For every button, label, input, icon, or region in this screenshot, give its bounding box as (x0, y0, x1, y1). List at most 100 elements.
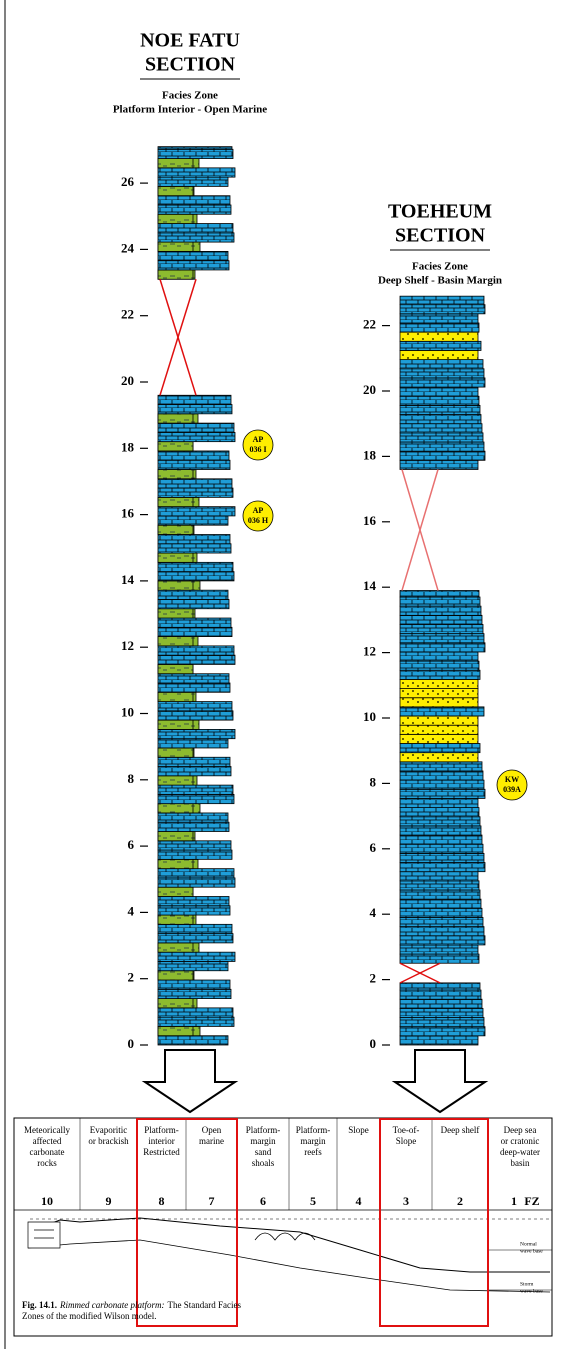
bed (157, 404, 233, 415)
bed (157, 654, 236, 665)
wave-base-label: Normal (520, 1241, 537, 1247)
bed (157, 487, 234, 498)
bed (157, 608, 194, 619)
bed (399, 1035, 479, 1046)
zone-name: Restricted (143, 1147, 180, 1157)
bed (157, 195, 231, 206)
bed (399, 386, 479, 397)
bed (157, 858, 194, 870)
bed (157, 599, 230, 610)
zone-name: sand (255, 1147, 272, 1157)
zone-name: Meteorically (24, 1125, 70, 1135)
bed (399, 816, 481, 827)
zone-name: Deep sea (504, 1125, 537, 1135)
zone-number: 7 (209, 1194, 215, 1208)
bed (399, 862, 486, 873)
bed (157, 441, 194, 452)
bed (157, 645, 235, 656)
bed (157, 979, 231, 990)
facies-zone: Deep Shelf - Basin Margin (378, 275, 502, 287)
bed (157, 831, 194, 842)
bed (157, 636, 194, 647)
bed (157, 431, 236, 443)
bed (399, 788, 486, 799)
sample-label: 039A (503, 785, 521, 794)
tick-label: 18 (121, 439, 135, 454)
bed (399, 605, 482, 616)
bed (399, 752, 479, 763)
bed (399, 395, 480, 406)
zone-name: affected (33, 1136, 62, 1146)
bed (157, 146, 233, 150)
zone-number: 3 (403, 1194, 409, 1208)
bed (157, 701, 233, 712)
caption-part: Fig. 14.1. (22, 1300, 57, 1310)
zone-name: Platform- (296, 1125, 331, 1135)
tick-label: 22 (363, 317, 376, 332)
bed (157, 821, 230, 832)
tick-label: 4 (128, 903, 135, 918)
bed (157, 803, 194, 814)
bed (157, 1016, 235, 1027)
bed (399, 359, 484, 370)
bed (399, 1017, 485, 1028)
reefs (254, 1232, 316, 1241)
bed (157, 478, 233, 489)
zone-name: Platform- (246, 1125, 281, 1135)
bed (157, 571, 235, 582)
zone-name: reefs (304, 1147, 322, 1157)
zone-name: carbonate (30, 1147, 65, 1157)
bed (399, 871, 479, 882)
platform-blocks (27, 1221, 61, 1249)
bed (399, 414, 482, 425)
sample-label: KW (505, 775, 519, 784)
bed (399, 651, 479, 662)
bed (399, 459, 479, 470)
section-title: SECTION (395, 225, 486, 247)
gap-cross (399, 962, 441, 984)
bed (157, 682, 231, 693)
zone-name: margin (300, 1136, 326, 1146)
zone-name: marine (199, 1136, 224, 1146)
wave-base (488, 1249, 552, 1291)
bed (157, 534, 231, 545)
bed (399, 807, 480, 818)
bed (157, 561, 234, 573)
bed (399, 907, 483, 918)
bed (157, 756, 231, 767)
bed (157, 422, 235, 433)
bed (157, 812, 229, 823)
zone-name: or brackish (88, 1136, 129, 1146)
bed (399, 953, 480, 964)
bed (399, 633, 485, 644)
bed (399, 590, 480, 598)
bed (399, 1026, 486, 1037)
bed (399, 715, 479, 726)
bed (399, 322, 480, 333)
bed (399, 614, 483, 625)
bed (157, 552, 194, 563)
bed (157, 738, 229, 749)
zone-name: basin (511, 1158, 530, 1168)
bed (157, 923, 233, 935)
bed (157, 167, 236, 178)
bed (399, 596, 481, 607)
bed (157, 766, 232, 777)
bed (157, 784, 234, 795)
gap-cross (401, 469, 439, 591)
zone-name: shoals (252, 1158, 275, 1168)
zone-number: 9 (106, 1194, 112, 1208)
bed (399, 450, 486, 461)
bed (399, 889, 481, 900)
zone-name: interior (148, 1136, 175, 1146)
bed (157, 580, 194, 591)
profile (27, 1239, 551, 1293)
tick-label: 8 (128, 771, 135, 786)
bed (157, 176, 229, 187)
sample-label: AP (253, 506, 264, 515)
bed (399, 313, 479, 324)
bed (399, 852, 485, 863)
tick-label: 20 (121, 373, 134, 388)
bed (157, 886, 194, 897)
bed (157, 496, 194, 508)
